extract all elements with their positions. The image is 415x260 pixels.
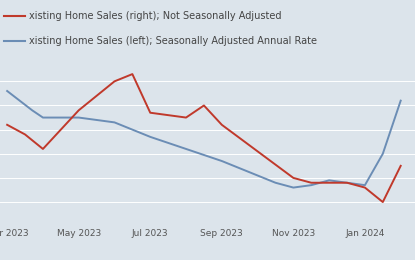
Text: xisting Home Sales (right); Not Seasonally Adjusted: xisting Home Sales (right); Not Seasonal… xyxy=(29,11,281,21)
Text: xisting Home Sales (left); Seasonally Adjusted Annual Rate: xisting Home Sales (left); Seasonally Ad… xyxy=(29,36,317,46)
